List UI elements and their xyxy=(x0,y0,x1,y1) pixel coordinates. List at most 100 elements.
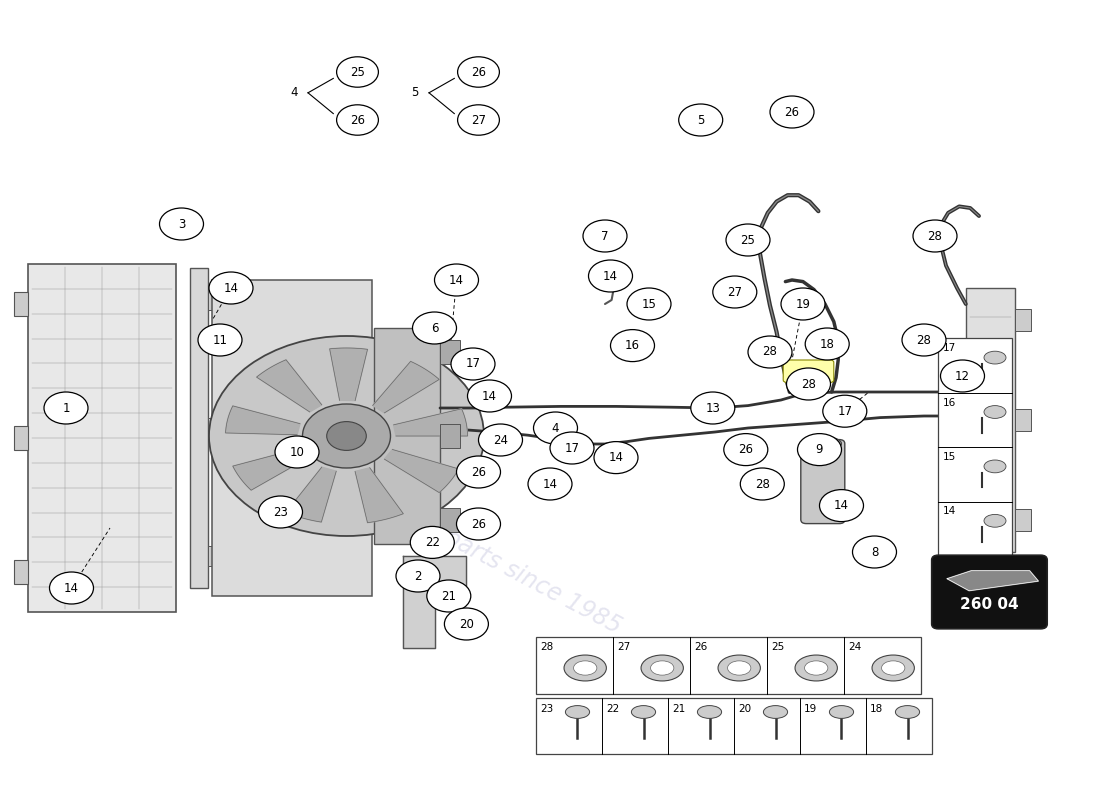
Polygon shape xyxy=(286,467,337,522)
Text: 24: 24 xyxy=(848,642,861,653)
Circle shape xyxy=(302,404,390,468)
Circle shape xyxy=(610,330,654,362)
Circle shape xyxy=(805,328,849,360)
FancyBboxPatch shape xyxy=(966,288,1015,552)
Ellipse shape xyxy=(984,460,1006,473)
Text: 14: 14 xyxy=(542,478,558,490)
Circle shape xyxy=(44,392,88,424)
Ellipse shape xyxy=(895,706,920,718)
Ellipse shape xyxy=(565,706,590,718)
Text: 14: 14 xyxy=(223,282,239,294)
Circle shape xyxy=(594,442,638,474)
FancyBboxPatch shape xyxy=(938,338,1012,556)
Polygon shape xyxy=(373,362,439,413)
Text: 7: 7 xyxy=(602,230,608,242)
Polygon shape xyxy=(226,406,300,434)
Text: 17: 17 xyxy=(837,405,852,418)
Text: 28: 28 xyxy=(927,230,943,242)
Text: 11: 11 xyxy=(212,334,228,346)
Circle shape xyxy=(940,360,984,392)
Text: 6: 6 xyxy=(431,322,438,334)
FancyBboxPatch shape xyxy=(14,426,28,450)
Text: 28: 28 xyxy=(755,478,770,490)
FancyBboxPatch shape xyxy=(440,424,460,448)
Text: 16: 16 xyxy=(625,339,640,352)
Circle shape xyxy=(902,324,946,356)
Circle shape xyxy=(852,536,896,568)
Circle shape xyxy=(528,468,572,500)
Text: 28: 28 xyxy=(801,378,816,390)
Text: 27: 27 xyxy=(471,114,486,126)
Circle shape xyxy=(823,395,867,427)
Text: 1: 1 xyxy=(63,402,69,414)
FancyBboxPatch shape xyxy=(536,698,932,754)
Circle shape xyxy=(713,276,757,308)
Text: 4: 4 xyxy=(290,86,297,98)
Text: 20: 20 xyxy=(459,618,474,630)
FancyBboxPatch shape xyxy=(440,340,460,364)
Text: 28: 28 xyxy=(916,334,932,346)
Polygon shape xyxy=(330,348,367,401)
Circle shape xyxy=(396,560,440,592)
Text: 10: 10 xyxy=(289,446,305,458)
Text: 18: 18 xyxy=(820,338,835,350)
Text: 26: 26 xyxy=(738,443,754,456)
Text: 13: 13 xyxy=(705,402,720,414)
Text: 23: 23 xyxy=(540,704,553,714)
Circle shape xyxy=(427,580,471,612)
FancyBboxPatch shape xyxy=(536,637,921,694)
Circle shape xyxy=(478,424,522,456)
Text: a passion for parts since 1985: a passion for parts since 1985 xyxy=(299,450,625,638)
FancyBboxPatch shape xyxy=(1015,509,1031,531)
FancyBboxPatch shape xyxy=(427,322,449,346)
Circle shape xyxy=(588,260,632,292)
FancyBboxPatch shape xyxy=(208,546,223,566)
Ellipse shape xyxy=(631,706,656,718)
Circle shape xyxy=(534,412,578,444)
FancyBboxPatch shape xyxy=(1015,409,1031,431)
Circle shape xyxy=(337,57,378,87)
Circle shape xyxy=(748,336,792,368)
Text: 15: 15 xyxy=(943,452,956,462)
Text: 2: 2 xyxy=(415,570,421,582)
Circle shape xyxy=(458,105,499,135)
Circle shape xyxy=(770,96,814,128)
FancyBboxPatch shape xyxy=(190,268,208,588)
Ellipse shape xyxy=(727,661,751,675)
FancyBboxPatch shape xyxy=(600,264,619,284)
Circle shape xyxy=(468,380,512,412)
Text: 26: 26 xyxy=(350,114,365,126)
Circle shape xyxy=(456,508,501,540)
Circle shape xyxy=(458,57,499,87)
Circle shape xyxy=(724,434,768,466)
FancyBboxPatch shape xyxy=(208,418,223,438)
Text: 14: 14 xyxy=(943,506,956,517)
Circle shape xyxy=(583,220,627,252)
Text: 21: 21 xyxy=(672,704,685,714)
Text: 4: 4 xyxy=(552,422,559,434)
Ellipse shape xyxy=(984,351,1006,364)
FancyBboxPatch shape xyxy=(932,555,1047,629)
Ellipse shape xyxy=(641,655,683,681)
Ellipse shape xyxy=(573,661,597,675)
Text: 26: 26 xyxy=(471,518,486,530)
Ellipse shape xyxy=(718,655,760,681)
Circle shape xyxy=(550,432,594,464)
Circle shape xyxy=(913,220,957,252)
Circle shape xyxy=(627,288,671,320)
Circle shape xyxy=(740,468,784,500)
Circle shape xyxy=(412,312,456,344)
Text: 9: 9 xyxy=(816,443,823,456)
Circle shape xyxy=(198,324,242,356)
FancyBboxPatch shape xyxy=(14,292,28,316)
Circle shape xyxy=(434,264,478,296)
FancyBboxPatch shape xyxy=(374,328,440,544)
Polygon shape xyxy=(947,570,1038,590)
Circle shape xyxy=(691,392,735,424)
FancyBboxPatch shape xyxy=(208,290,223,310)
Circle shape xyxy=(160,208,204,240)
Text: 19: 19 xyxy=(804,704,817,714)
Text: 17: 17 xyxy=(465,358,481,370)
Ellipse shape xyxy=(984,514,1006,527)
Text: 24: 24 xyxy=(493,434,508,446)
